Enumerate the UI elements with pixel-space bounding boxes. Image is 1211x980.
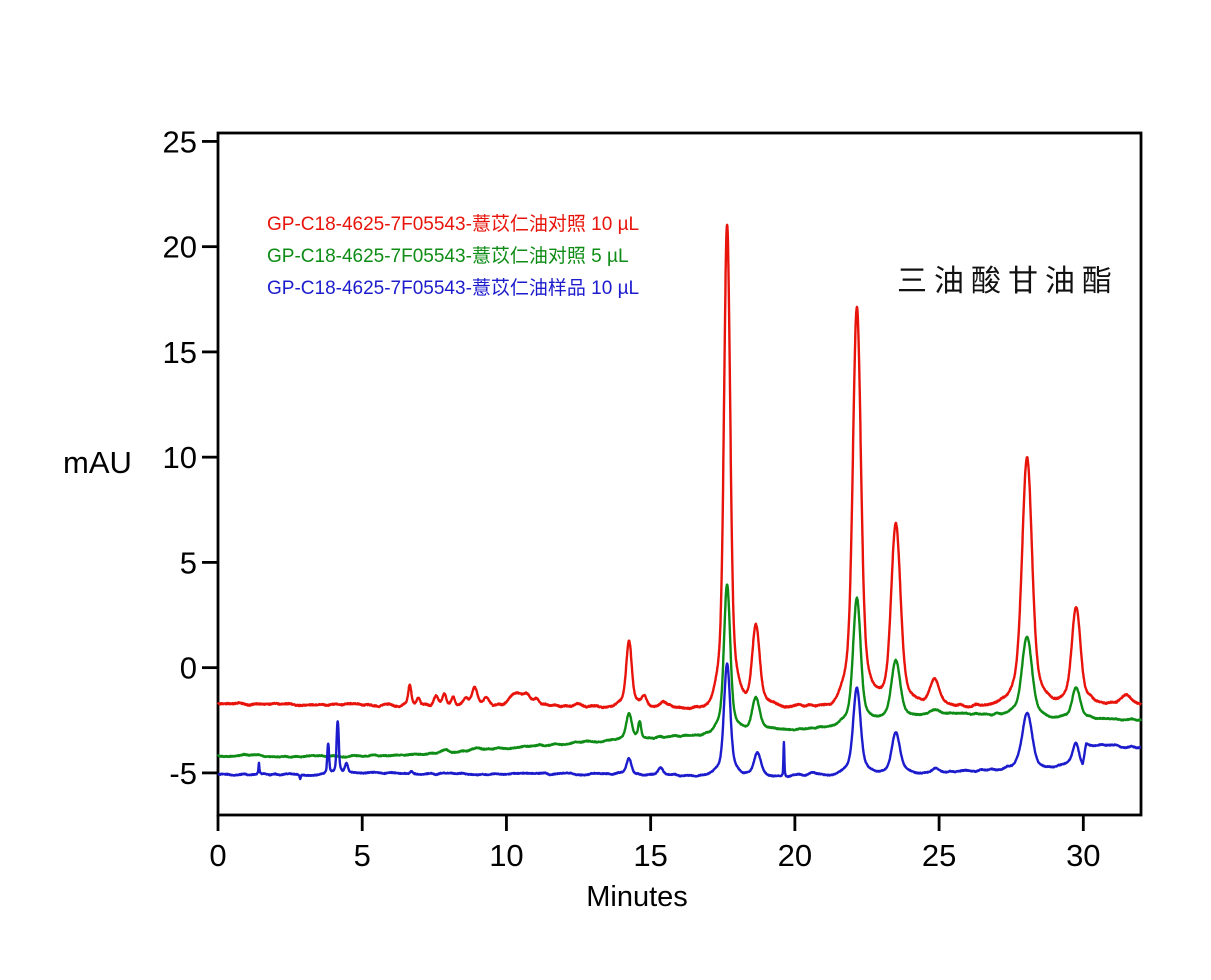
y-tick-label: 10: [163, 440, 197, 475]
legend: GP-C18-4625-7F05543-薏苡仁油对照 10 µL GP-C18-…: [267, 209, 639, 305]
x-tick-label: 20: [778, 838, 812, 873]
trace-layer: [216, 223, 1142, 781]
y-tick-label: 0: [180, 651, 197, 686]
x-tick-label: 5: [354, 838, 371, 873]
trace-series-0: [216, 223, 1142, 711]
x-tick-label: 15: [633, 838, 667, 873]
trace-series-1: [216, 583, 1142, 759]
plot-frame: [216, 131, 1143, 817]
legend-item: GP-C18-4625-7F05543-薏苡仁油对照 10 µL: [267, 214, 640, 235]
x-tick-label: 10: [489, 838, 523, 873]
x-axis-title: Minutes: [586, 881, 688, 913]
x-tick-label: 25: [922, 838, 956, 873]
y-axis-title: mAU: [63, 445, 132, 480]
legend-item: GP-C18-4625-7F05543-薏苡仁油样品 10 µL: [267, 278, 640, 299]
x-tick-label: 0: [209, 838, 226, 873]
legend-item: GP-C18-4625-7F05543-薏苡仁油对照 5 µL: [267, 246, 629, 267]
axes-layer: 0 5 10 15 20 25 30 -5 0 5 10 15 20 25: [163, 124, 1143, 873]
peak-annotation: 三油酸甘油酯: [897, 264, 1119, 299]
y-tick-label: 20: [163, 230, 197, 265]
y-tick-label: 5: [180, 545, 197, 580]
y-tick-label: 15: [163, 335, 197, 370]
trace-series-2: [217, 662, 1142, 781]
y-tick-label: 25: [163, 124, 197, 159]
x-tick-label: 30: [1066, 838, 1100, 873]
y-tick-label: -5: [169, 756, 197, 791]
